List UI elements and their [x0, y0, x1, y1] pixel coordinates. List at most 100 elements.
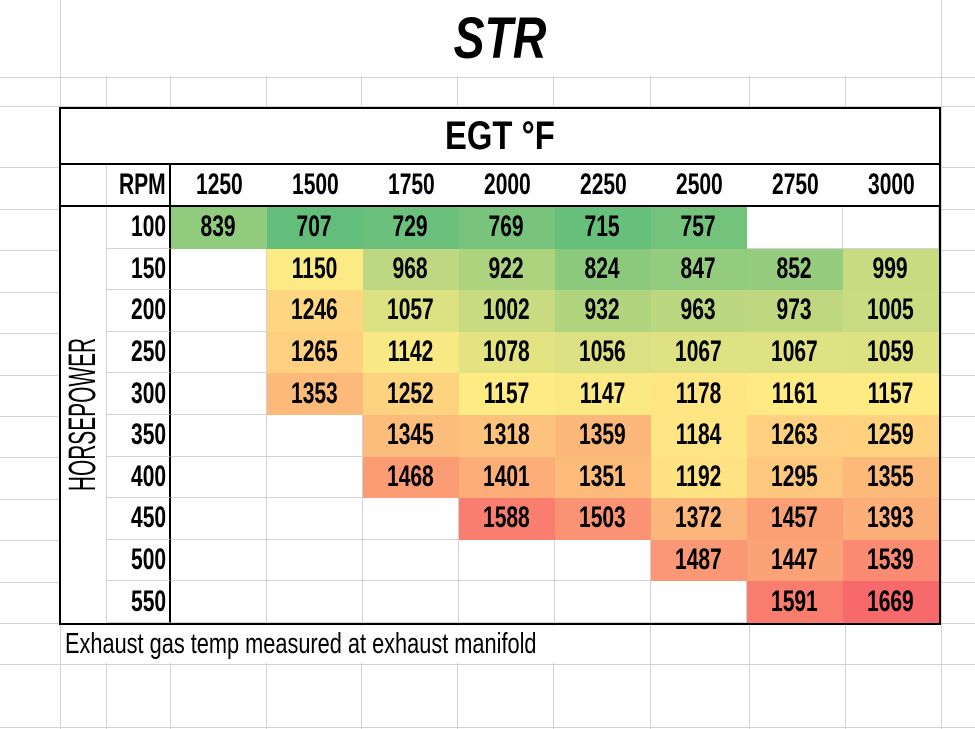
egt-value-cell[interactable]: 963 — [651, 290, 747, 332]
egt-value-cell[interactable]: 1295 — [747, 456, 843, 499]
egt-empty-cell[interactable] — [171, 290, 267, 332]
egt-empty-cell[interactable] — [171, 581, 267, 623]
egt-value-cell[interactable]: 1002 — [459, 290, 555, 332]
hp-row-label[interactable]: 150 — [107, 248, 171, 291]
egt-empty-cell[interactable] — [171, 414, 267, 457]
egt-value-cell[interactable]: 729 — [363, 207, 459, 249]
corner-cell[interactable] — [61, 165, 107, 205]
egt-value-cell[interactable]: 769 — [459, 207, 555, 249]
egt-value-cell[interactable]: 1468 — [363, 456, 459, 499]
egt-value-cell[interactable]: 1142 — [363, 331, 459, 374]
egt-value-cell[interactable]: 1457 — [747, 498, 843, 540]
egt-value-cell[interactable]: 839 — [171, 207, 267, 249]
egt-value-cell[interactable]: 1345 — [363, 414, 459, 457]
egt-value-cell[interactable]: 1150 — [267, 248, 363, 291]
egt-value-cell[interactable]: 1059 — [843, 331, 939, 374]
hp-row-label[interactable]: 450 — [107, 498, 171, 540]
egt-value-cell[interactable]: 1263 — [747, 414, 843, 457]
egt-value-cell[interactable]: 852 — [747, 248, 843, 291]
egt-empty-cell[interactable] — [267, 539, 363, 582]
egt-empty-cell[interactable] — [555, 539, 651, 582]
egt-value-cell[interactable]: 1591 — [747, 581, 843, 623]
egt-value-cell[interactable]: 1078 — [459, 331, 555, 374]
egt-value-cell[interactable]: 824 — [555, 248, 651, 291]
egt-value-cell[interactable]: 715 — [555, 207, 651, 249]
hp-row-label[interactable]: 100 — [107, 207, 171, 249]
egt-empty-cell[interactable] — [267, 414, 363, 457]
hp-row-label[interactable]: 200 — [107, 290, 171, 332]
footnote-cell[interactable]: Exhaust gas temp measured at exhaust man… — [61, 626, 649, 663]
egt-empty-cell[interactable] — [459, 539, 555, 582]
egt-empty-cell[interactable] — [171, 498, 267, 540]
egt-value-cell[interactable]: 1503 — [555, 498, 651, 540]
rpm-col-header[interactable]: 1250 — [171, 165, 267, 205]
egt-value-cell[interactable]: 1669 — [843, 581, 939, 623]
egt-empty-cell[interactable] — [171, 373, 267, 415]
hp-row-label[interactable]: 400 — [107, 456, 171, 499]
rpm-col-header[interactable]: 2000 — [459, 165, 555, 205]
egt-table-title-cell[interactable]: EGT °F — [61, 109, 939, 165]
egt-value-cell[interactable]: 932 — [555, 290, 651, 332]
egt-value-cell[interactable]: 1056 — [555, 331, 651, 374]
egt-value-cell[interactable]: 1184 — [651, 414, 747, 457]
egt-value-cell[interactable]: 1359 — [555, 414, 651, 457]
egt-value-cell[interactable]: 1192 — [651, 456, 747, 499]
egt-empty-cell[interactable] — [267, 498, 363, 540]
egt-value-cell[interactable]: 757 — [651, 207, 747, 249]
egt-value-cell[interactable]: 1393 — [843, 498, 939, 540]
egt-empty-cell[interactable] — [363, 539, 459, 582]
rpm-header-label-cell[interactable]: RPM — [107, 165, 171, 205]
egt-value-cell[interactable]: 922 — [459, 248, 555, 291]
egt-value-cell[interactable]: 1372 — [651, 498, 747, 540]
horsepower-axis-cell[interactable]: HORSEPOWER — [61, 207, 107, 623]
sheet-title-cell[interactable]: STR — [61, 0, 939, 76]
egt-value-cell[interactable]: 1447 — [747, 539, 843, 582]
egt-empty-cell[interactable] — [555, 581, 651, 623]
egt-value-cell[interactable]: 1351 — [555, 456, 651, 499]
egt-empty-cell[interactable] — [363, 581, 459, 623]
egt-value-cell[interactable]: 968 — [363, 248, 459, 291]
egt-empty-cell[interactable] — [267, 456, 363, 499]
egt-value-cell[interactable]: 1353 — [267, 373, 363, 415]
rpm-col-header[interactable]: 1750 — [363, 165, 459, 205]
egt-value-cell[interactable]: 1067 — [747, 331, 843, 374]
egt-empty-cell[interactable] — [363, 498, 459, 540]
egt-value-cell[interactable]: 1539 — [843, 539, 939, 582]
egt-value-cell[interactable]: 973 — [747, 290, 843, 332]
rpm-col-header[interactable]: 2750 — [747, 165, 843, 205]
egt-empty-cell[interactable] — [267, 581, 363, 623]
egt-value-cell[interactable]: 1246 — [267, 290, 363, 332]
egt-value-cell[interactable]: 1161 — [747, 373, 843, 415]
egt-value-cell[interactable]: 707 — [267, 207, 363, 249]
hp-row-label[interactable]: 500 — [107, 539, 171, 582]
egt-empty-cell[interactable] — [171, 331, 267, 374]
egt-value-cell[interactable]: 1252 — [363, 373, 459, 415]
egt-empty-cell[interactable] — [459, 581, 555, 623]
egt-value-cell[interactable]: 1355 — [843, 456, 939, 499]
egt-value-cell[interactable]: 1157 — [843, 373, 939, 415]
egt-value-cell[interactable]: 1147 — [555, 373, 651, 415]
egt-value-cell[interactable]: 1265 — [267, 331, 363, 374]
hp-row-label[interactable]: 300 — [107, 373, 171, 415]
egt-value-cell[interactable]: 1487 — [651, 539, 747, 582]
egt-value-cell[interactable]: 1588 — [459, 498, 555, 540]
hp-row-label[interactable]: 350 — [107, 414, 171, 457]
egt-value-cell[interactable]: 1318 — [459, 414, 555, 457]
egt-value-cell[interactable]: 999 — [843, 248, 939, 291]
egt-empty-cell[interactable] — [747, 207, 843, 249]
egt-value-cell[interactable]: 1259 — [843, 414, 939, 457]
rpm-col-header[interactable]: 1500 — [267, 165, 363, 205]
egt-value-cell[interactable]: 1157 — [459, 373, 555, 415]
egt-value-cell[interactable]: 1401 — [459, 456, 555, 499]
hp-row-label[interactable]: 250 — [107, 331, 171, 374]
egt-empty-cell[interactable] — [171, 456, 267, 499]
egt-value-cell[interactable]: 1005 — [843, 290, 939, 332]
rpm-col-header[interactable]: 3000 — [843, 165, 939, 205]
hp-row-label[interactable]: 550 — [107, 581, 171, 623]
egt-empty-cell[interactable] — [651, 581, 747, 623]
egt-empty-cell[interactable] — [171, 248, 267, 291]
egt-value-cell[interactable]: 847 — [651, 248, 747, 291]
egt-value-cell[interactable]: 1178 — [651, 373, 747, 415]
rpm-col-header[interactable]: 2500 — [651, 165, 747, 205]
egt-empty-cell[interactable] — [843, 207, 939, 249]
